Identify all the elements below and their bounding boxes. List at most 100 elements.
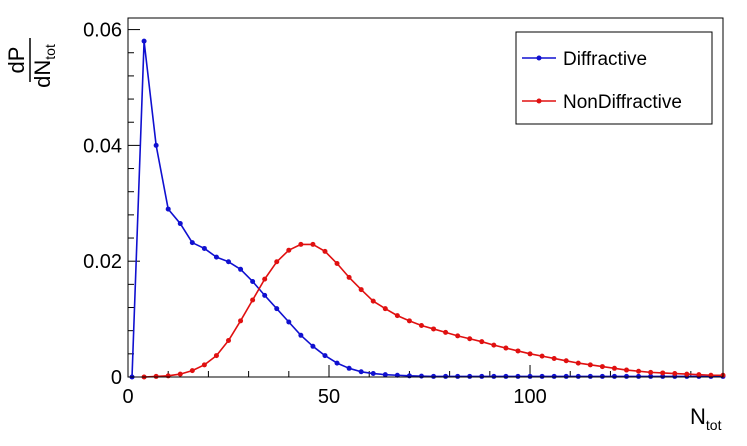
data-point-diffractive xyxy=(527,373,533,379)
y-tick-label: 0.04 xyxy=(83,135,122,157)
data-point-nondiffractive xyxy=(370,298,376,304)
data-point-nondiffractive xyxy=(503,345,509,351)
data-point-nondiffractive xyxy=(660,370,666,376)
y-tick-label: 0.06 xyxy=(83,20,122,42)
data-point-nondiffractive xyxy=(455,333,461,339)
data-point-nondiffractive xyxy=(479,339,485,345)
data-point-diffractive xyxy=(262,292,268,298)
axis-ticks-layer: 0 50 100 0 0.02 0.04 0.06 xyxy=(83,20,692,408)
y-axis-title-denominator: dNtot xyxy=(30,44,58,88)
data-point-nondiffractive xyxy=(322,248,328,254)
data-point-diffractive xyxy=(286,319,292,325)
data-point-diffractive xyxy=(539,373,545,379)
data-point-nondiffractive xyxy=(213,353,219,359)
data-point-diffractive xyxy=(636,373,642,379)
data-point-diffractive xyxy=(624,373,630,379)
data-point-diffractive xyxy=(238,266,244,272)
data-point-nondiffractive xyxy=(431,326,437,332)
data-point-diffractive xyxy=(382,372,388,378)
data-point-diffractive xyxy=(467,373,473,379)
data-point-diffractive xyxy=(479,373,485,379)
data-point-diffractive xyxy=(165,206,171,212)
series-line-nondiffractive xyxy=(144,243,723,378)
data-point-diffractive xyxy=(648,373,654,379)
x-tick-label: 50 xyxy=(318,386,340,408)
x-tick-label: 0 xyxy=(122,386,133,408)
data-point-nondiffractive xyxy=(298,241,304,247)
data-point-nondiffractive xyxy=(189,368,195,374)
data-point-nondiffractive xyxy=(262,276,268,282)
data-point-nondiffractive xyxy=(636,368,642,374)
data-point-diffractive xyxy=(177,221,183,227)
data-point-nondiffractive xyxy=(527,351,533,357)
x-axis-title: Ntot xyxy=(690,404,722,433)
data-point-nondiffractive xyxy=(539,353,545,359)
data-point-nondiffractive xyxy=(624,367,630,373)
data-point-nondiffractive xyxy=(696,372,702,378)
data-point-diffractive xyxy=(587,373,593,379)
data-point-nondiffractive xyxy=(587,362,593,368)
data-point-nondiffractive xyxy=(443,329,449,335)
y-tick-label: 0.02 xyxy=(83,251,122,273)
data-point-nondiffractive xyxy=(515,348,521,354)
data-point-nondiffractive xyxy=(467,336,473,342)
legend-marker-nondiffractive xyxy=(536,98,542,104)
data-point-nondiffractive xyxy=(684,371,690,377)
data-point-nondiffractive xyxy=(153,373,159,379)
data-point-diffractive xyxy=(310,343,316,349)
plot-frame xyxy=(127,17,724,378)
data-point-diffractive xyxy=(189,240,195,246)
data-point-nondiffractive xyxy=(250,297,256,303)
data-point-diffractive xyxy=(298,332,304,338)
legend-label-nondiffractive: NonDiffractive xyxy=(563,92,682,113)
data-point-diffractive xyxy=(455,373,461,379)
data-point-diffractive xyxy=(322,353,328,359)
y-axis-title-numerator: dP xyxy=(4,47,29,74)
y-axis-title: dP dNtot xyxy=(4,38,58,88)
data-point-nondiffractive xyxy=(382,306,388,312)
data-point-diffractive xyxy=(515,373,521,379)
series-nondiffractive xyxy=(141,241,726,380)
data-point-diffractive xyxy=(346,365,352,371)
data-point-nondiffractive xyxy=(165,373,171,379)
data-point-diffractive xyxy=(370,371,376,377)
data-point-nondiffractive xyxy=(575,360,581,366)
data-point-nondiffractive xyxy=(418,322,424,328)
data-point-nondiffractive xyxy=(274,259,280,265)
data-point-diffractive xyxy=(406,373,412,379)
y-axis-title-denominator-sub: tot xyxy=(42,44,58,60)
y-axis-title-denominator-main: dN xyxy=(30,60,55,88)
data-point-nondiffractive xyxy=(177,371,183,377)
series-layer xyxy=(129,38,726,380)
data-point-diffractive xyxy=(201,245,207,251)
data-point-nondiffractive xyxy=(491,342,497,348)
data-point-nondiffractive xyxy=(310,241,316,247)
data-point-nondiffractive xyxy=(346,274,352,280)
data-point-nondiffractive xyxy=(551,355,557,361)
data-point-nondiffractive xyxy=(201,362,207,368)
legend-marker-diffractive xyxy=(536,55,542,61)
data-point-diffractive xyxy=(334,360,340,366)
data-point-diffractive xyxy=(563,373,569,379)
data-point-diffractive xyxy=(358,369,364,375)
data-point-diffractive xyxy=(431,373,437,379)
data-point-nondiffractive xyxy=(599,364,605,370)
legend-label-diffractive: Diffractive xyxy=(563,49,647,70)
data-point-nondiffractive xyxy=(226,338,232,344)
data-point-nondiffractive xyxy=(238,318,244,324)
data-point-diffractive xyxy=(226,259,232,265)
data-point-nondiffractive xyxy=(648,369,654,375)
x-axis-title-sub: tot xyxy=(706,417,722,433)
legend: Diffractive NonDiffractive xyxy=(515,31,713,125)
data-point-diffractive xyxy=(491,373,497,379)
data-point-diffractive xyxy=(575,373,581,379)
data-point-diffractive xyxy=(153,142,159,148)
data-point-nondiffractive xyxy=(672,371,678,377)
data-point-nondiffractive xyxy=(334,261,340,267)
data-point-nondiffractive xyxy=(358,287,364,293)
data-point-diffractive xyxy=(599,373,605,379)
x-tick-label: 100 xyxy=(513,386,546,408)
data-point-nondiffractive xyxy=(563,358,569,364)
